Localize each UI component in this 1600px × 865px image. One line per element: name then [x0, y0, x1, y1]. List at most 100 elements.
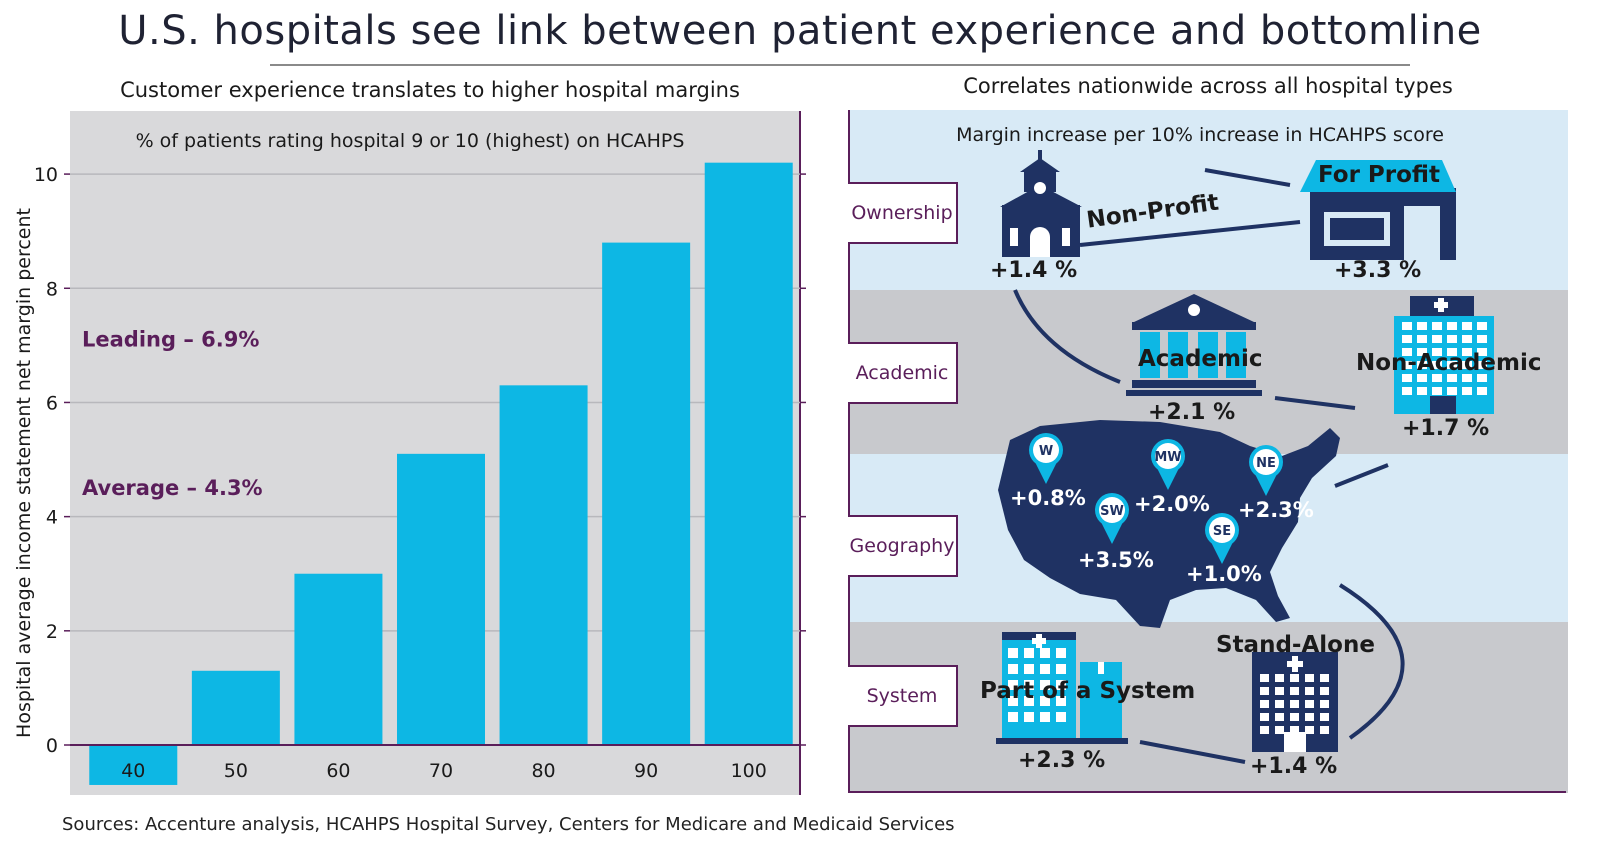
window — [1417, 322, 1427, 330]
window — [1447, 322, 1457, 330]
window — [1477, 361, 1487, 369]
connector-lines — [1013, 168, 1405, 764]
window — [1462, 348, 1472, 356]
x-tick-label: 50 — [224, 760, 248, 782]
window — [1462, 322, 1472, 330]
bar-layer — [89, 162, 793, 785]
window — [1320, 700, 1329, 708]
y-tick-label: 6 — [46, 392, 58, 414]
system-buildings-icon — [996, 632, 1128, 744]
region-value-se: +1.0% — [1186, 562, 1262, 586]
window — [1040, 664, 1050, 674]
part-of-system-label: Part of a System — [980, 678, 1196, 704]
window — [1024, 696, 1034, 706]
region-value-w: +0.8% — [1010, 486, 1086, 510]
margin-note: Margin increase per 10% increase in HCAH… — [956, 124, 1444, 146]
window — [1402, 361, 1412, 369]
non-academic-value: +1.7 % — [1402, 416, 1490, 441]
window — [1432, 374, 1442, 382]
window — [1290, 700, 1299, 708]
chart-title: % of patients rating hospital 9 or 10 (h… — [136, 130, 685, 152]
window — [1275, 687, 1284, 695]
window — [1447, 374, 1457, 382]
window — [1008, 664, 1018, 674]
window — [1275, 726, 1284, 734]
window — [1260, 674, 1269, 682]
window — [1477, 387, 1487, 395]
category-ownership: Ownership — [848, 182, 958, 244]
window — [1305, 700, 1314, 708]
y-tick-label: 4 — [46, 507, 58, 529]
window — [1290, 726, 1299, 734]
region-pins: W MW NE SW SE — [1029, 433, 1283, 564]
window — [1417, 335, 1427, 343]
pin-center — [1209, 517, 1235, 543]
standalone-hospital-icon — [1252, 652, 1338, 752]
window — [1024, 664, 1034, 674]
window — [1320, 687, 1329, 695]
bar — [499, 385, 588, 745]
y-axis-label: Hospital average income statement net ma… — [13, 208, 35, 738]
x-tick-label: 100 — [731, 760, 767, 782]
window — [1260, 713, 1269, 721]
store-icon — [1300, 160, 1456, 260]
window — [1008, 696, 1018, 706]
non-profit-value: +1.4 % — [990, 258, 1078, 283]
window — [1275, 713, 1284, 721]
bar — [294, 573, 383, 745]
window — [1447, 335, 1457, 343]
window — [1432, 348, 1442, 356]
window — [1056, 696, 1066, 706]
window — [1290, 713, 1299, 721]
x-tick-label: 60 — [326, 760, 350, 782]
window — [1477, 322, 1487, 330]
hospital-building-icon — [1394, 296, 1494, 414]
chart-annotation: Average – 4.3% — [82, 476, 263, 500]
part-of-system-value: +2.3 % — [1018, 748, 1106, 773]
academic-label: Academic — [1138, 346, 1263, 372]
tick-layer: 0 2 4 6 8 10 40 50 60 70 80 90 100 — [34, 164, 806, 782]
region-value-sw: +3.5% — [1078, 548, 1154, 572]
stand-alone-value: +1.4 % — [1250, 754, 1338, 779]
window — [1320, 674, 1329, 682]
left-subtitle: Customer experience translates to higher… — [120, 78, 740, 102]
window — [1024, 680, 1034, 690]
window — [1402, 348, 1412, 356]
window — [1477, 335, 1487, 343]
window — [1260, 687, 1269, 695]
window — [1417, 348, 1427, 356]
window — [1402, 335, 1412, 343]
window — [1305, 713, 1314, 721]
window — [1040, 696, 1050, 706]
window — [1008, 712, 1018, 722]
window — [1432, 335, 1442, 343]
category-academic: Academic — [848, 342, 958, 404]
academic-value: +2.1 % — [1148, 400, 1236, 425]
non-academic-label: Non-Academic — [1356, 350, 1542, 376]
region-value-ne: +2.3% — [1238, 498, 1314, 522]
x-tick-label: 70 — [429, 760, 453, 782]
window — [1024, 712, 1034, 722]
source-note: Sources: Accenture analysis, HCAHPS Hosp… — [62, 814, 955, 835]
pin-center — [1253, 449, 1279, 475]
right-panel-border — [848, 110, 850, 793]
window — [1417, 361, 1427, 369]
church-icon — [1000, 150, 1082, 257]
window — [1432, 387, 1442, 395]
x-tick-label: 90 — [634, 760, 658, 782]
window — [1432, 322, 1442, 330]
window — [1260, 726, 1269, 734]
window — [1040, 648, 1050, 658]
window — [1056, 648, 1066, 658]
window — [1275, 674, 1284, 682]
window — [1462, 335, 1472, 343]
region-pin-label: MW — [1154, 450, 1181, 465]
annotation-layer: Leading – 6.9% Average – 4.3% — [82, 328, 263, 500]
chart-annotation: Leading – 6.9% — [82, 328, 259, 352]
stand-alone-label: Stand-Alone — [1216, 632, 1375, 658]
window — [1260, 700, 1269, 708]
category-system: System — [848, 665, 958, 727]
window — [1305, 674, 1314, 682]
region-pin-label: SW — [1100, 504, 1124, 519]
margin-bar-chart: 0 2 4 6 8 10 40 50 60 70 80 90 100 % of patients rat… — [13, 111, 806, 795]
